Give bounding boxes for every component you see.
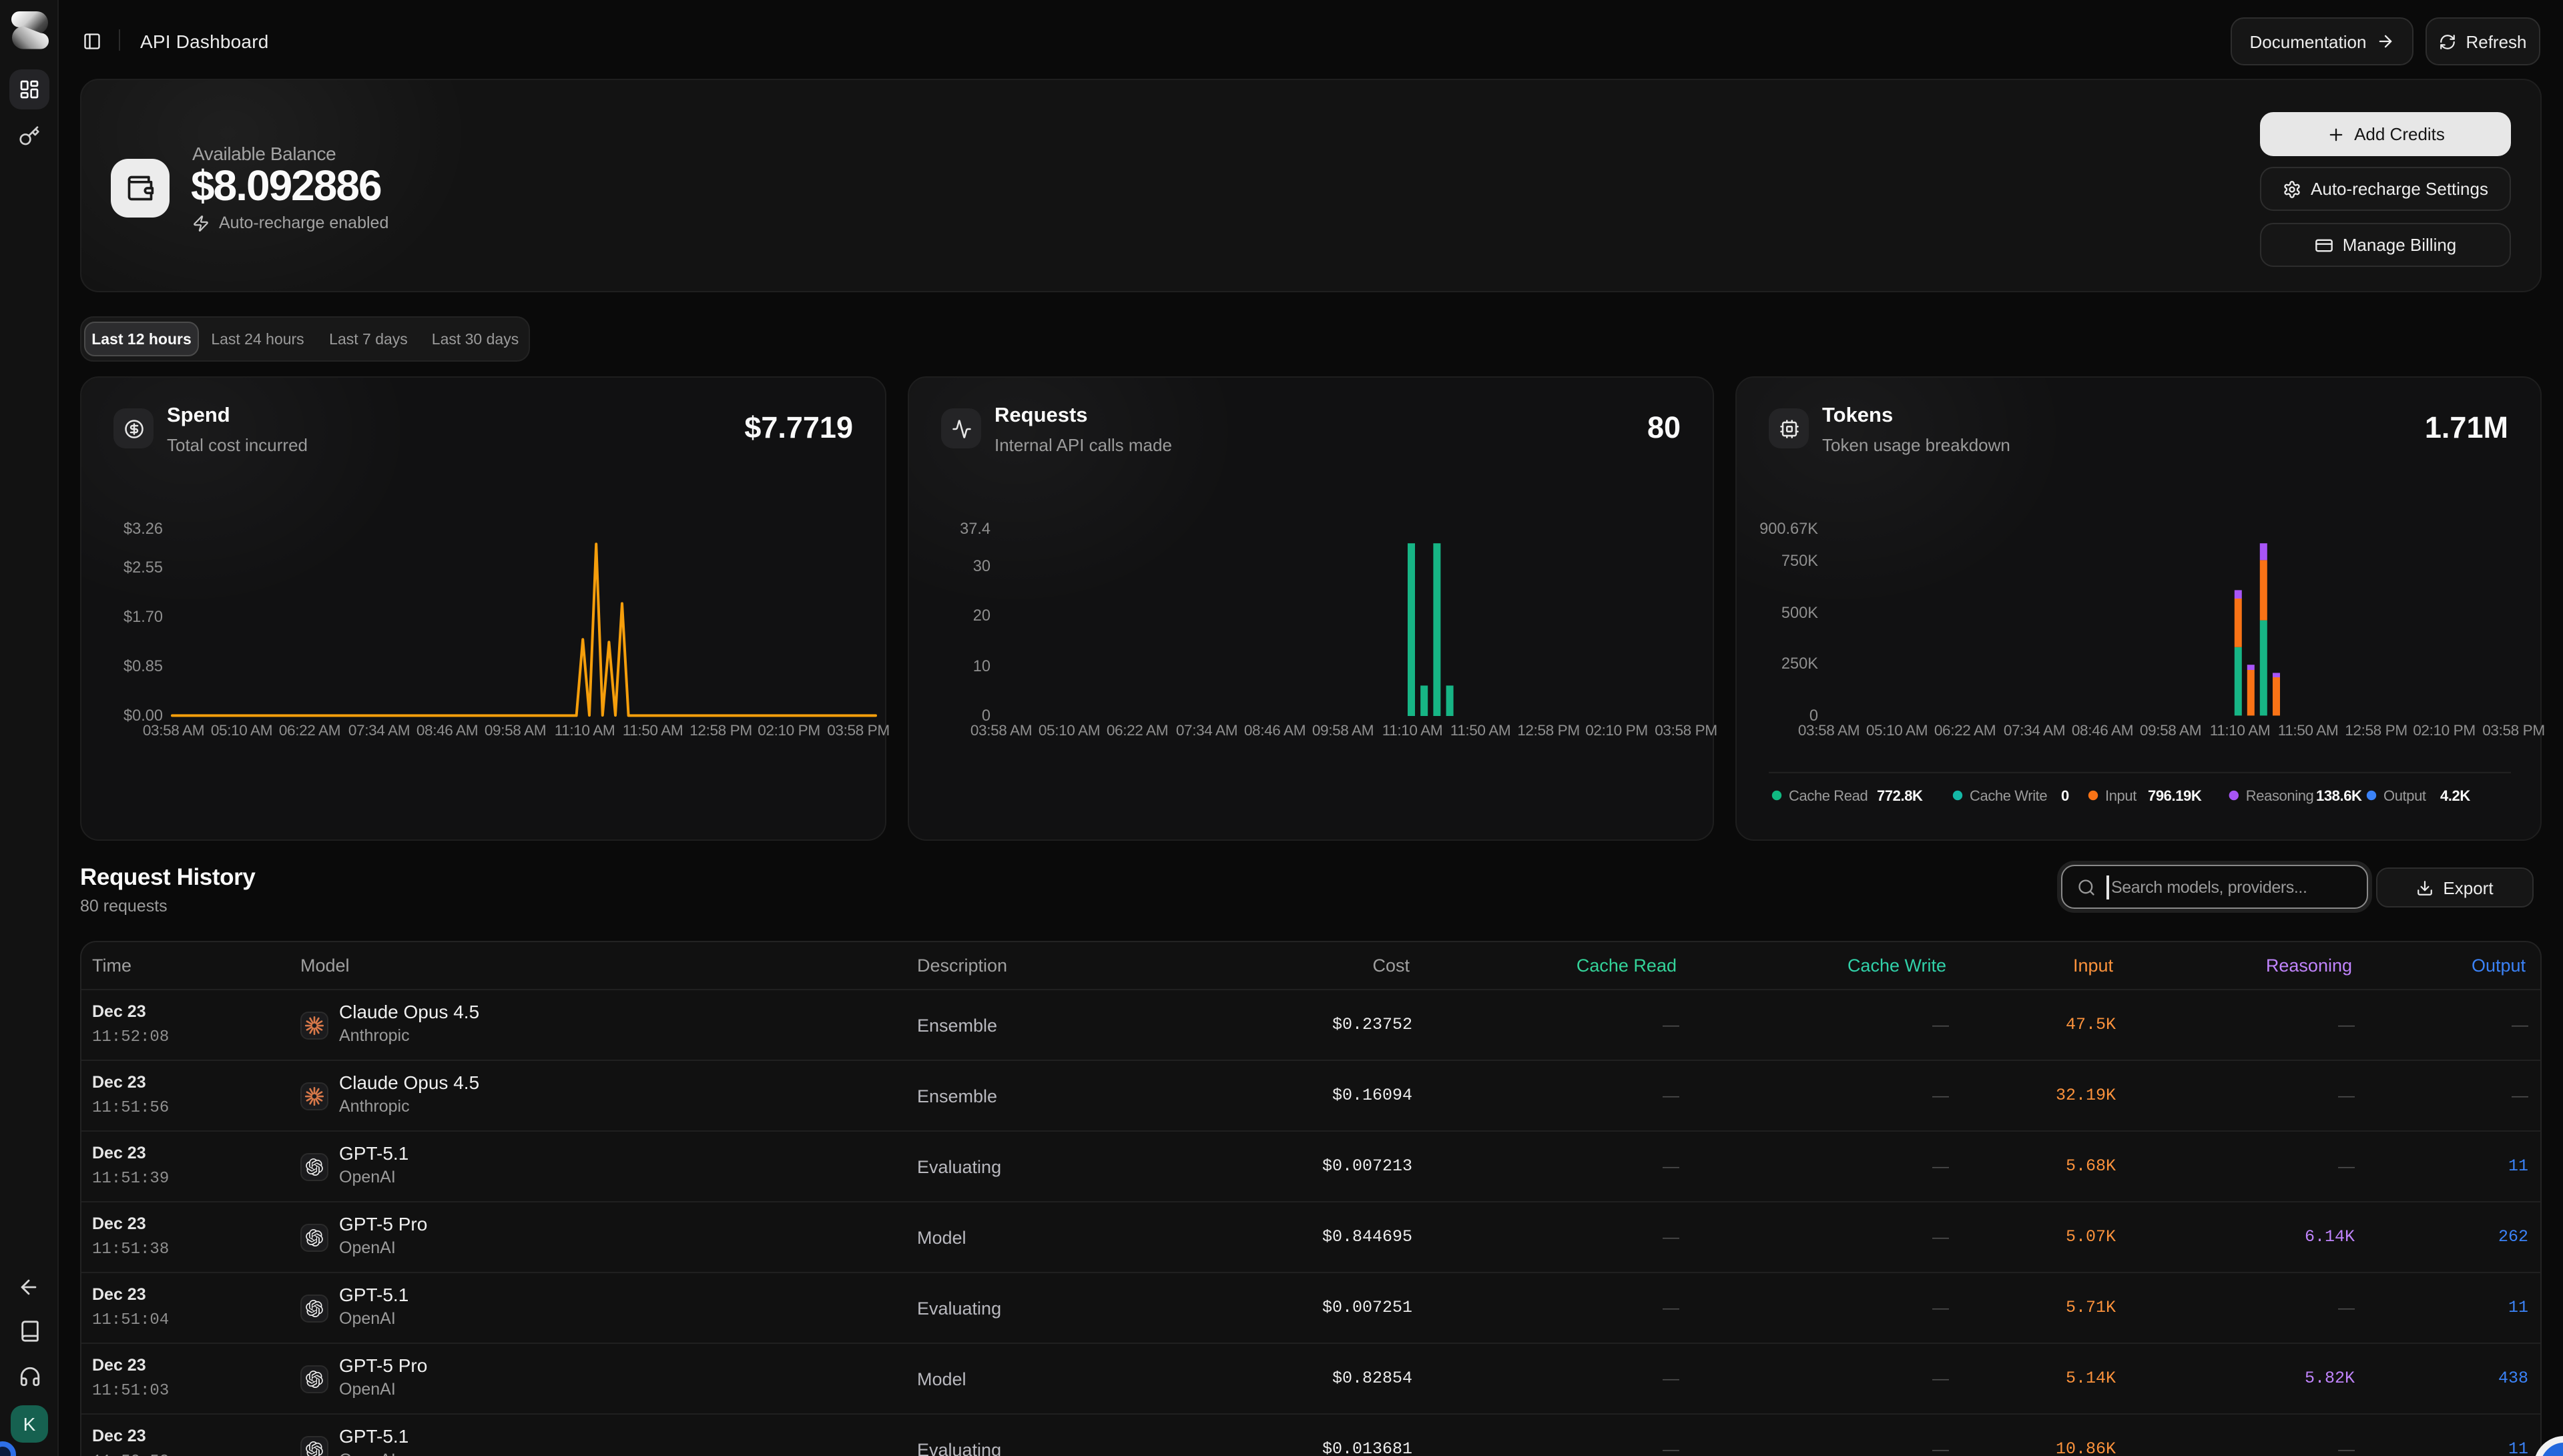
svg-text:138.6K: 138.6K xyxy=(2316,787,2362,804)
svg-text:500K: 500K xyxy=(1781,605,1818,622)
svg-text:796.19K: 796.19K xyxy=(2148,787,2202,804)
svg-text:Cache Read: Cache Read xyxy=(1789,787,1868,804)
svg-text:02:10 PM: 02:10 PM xyxy=(758,722,820,739)
svg-text:02:10 PM: 02:10 PM xyxy=(2413,722,2476,739)
svg-text:0: 0 xyxy=(1809,707,1818,725)
svg-text:03:58 AM: 03:58 AM xyxy=(143,722,204,739)
svg-text:12:58 PM: 12:58 PM xyxy=(1517,722,1580,739)
svg-text:05:10 AM: 05:10 AM xyxy=(1866,722,1928,739)
svg-text:Reasoning: Reasoning xyxy=(2246,787,2314,804)
svg-text:772.8K: 772.8K xyxy=(1877,787,1923,804)
svg-text:$0.85: $0.85 xyxy=(123,658,163,675)
svg-text:30: 30 xyxy=(973,558,990,575)
svg-text:11:50 AM: 11:50 AM xyxy=(2278,722,2339,739)
svg-text:$2.55: $2.55 xyxy=(123,559,163,577)
svg-text:750K: 750K xyxy=(1781,553,1818,570)
svg-text:03:58 PM: 03:58 PM xyxy=(827,722,890,739)
svg-text:08:46 AM: 08:46 AM xyxy=(416,722,478,739)
svg-text:09:58 AM: 09:58 AM xyxy=(1312,722,1374,739)
svg-text:09:58 AM: 09:58 AM xyxy=(485,722,546,739)
svg-text:05:10 AM: 05:10 AM xyxy=(211,722,272,739)
svg-text:05:10 AM: 05:10 AM xyxy=(1039,722,1100,739)
svg-text:07:34 AM: 07:34 AM xyxy=(1176,722,1237,739)
svg-text:08:46 AM: 08:46 AM xyxy=(1244,722,1306,739)
svg-text:$3.26: $3.26 xyxy=(123,520,163,538)
svg-text:03:58 PM: 03:58 PM xyxy=(1655,722,1717,739)
svg-text:06:22 AM: 06:22 AM xyxy=(279,722,340,739)
svg-text:11:10 AM: 11:10 AM xyxy=(2210,722,2271,739)
svg-text:07:34 AM: 07:34 AM xyxy=(2004,722,2065,739)
svg-text:03:58 AM: 03:58 AM xyxy=(970,722,1032,739)
svg-text:12:58 PM: 12:58 PM xyxy=(2345,722,2407,739)
svg-text:4.2K: 4.2K xyxy=(2440,787,2470,804)
svg-text:09:58 AM: 09:58 AM xyxy=(2140,722,2201,739)
svg-text:$1.70: $1.70 xyxy=(123,609,163,626)
svg-text:11:50 AM: 11:50 AM xyxy=(623,722,683,739)
svg-text:900.67K: 900.67K xyxy=(1759,520,1818,538)
svg-text:03:58 AM: 03:58 AM xyxy=(1798,722,1860,739)
svg-text:03:58 PM: 03:58 PM xyxy=(2482,722,2545,739)
svg-text:11:10 AM: 11:10 AM xyxy=(555,722,615,739)
svg-text:02:10 PM: 02:10 PM xyxy=(1585,722,1648,739)
svg-text:250K: 250K xyxy=(1781,655,1818,673)
svg-text:08:46 AM: 08:46 AM xyxy=(2072,722,2133,739)
svg-text:10: 10 xyxy=(973,658,990,675)
svg-text:Output: Output xyxy=(2383,787,2426,804)
svg-text:37.4: 37.4 xyxy=(960,520,990,538)
svg-text:12:58 PM: 12:58 PM xyxy=(689,722,752,739)
svg-text:06:22 AM: 06:22 AM xyxy=(1934,722,1996,739)
svg-text:Input: Input xyxy=(2105,787,2137,804)
svg-text:11:10 AM: 11:10 AM xyxy=(1382,722,1443,739)
svg-text:07:34 AM: 07:34 AM xyxy=(348,722,410,739)
svg-text:20: 20 xyxy=(973,607,990,625)
svg-text:$0.00: $0.00 xyxy=(123,707,163,725)
svg-text:0: 0 xyxy=(982,707,990,725)
svg-text:Cache Write: Cache Write xyxy=(1970,787,2047,804)
svg-text:0: 0 xyxy=(2061,787,2069,804)
svg-text:11:50 AM: 11:50 AM xyxy=(1450,722,1511,739)
svg-text:06:22 AM: 06:22 AM xyxy=(1107,722,1168,739)
